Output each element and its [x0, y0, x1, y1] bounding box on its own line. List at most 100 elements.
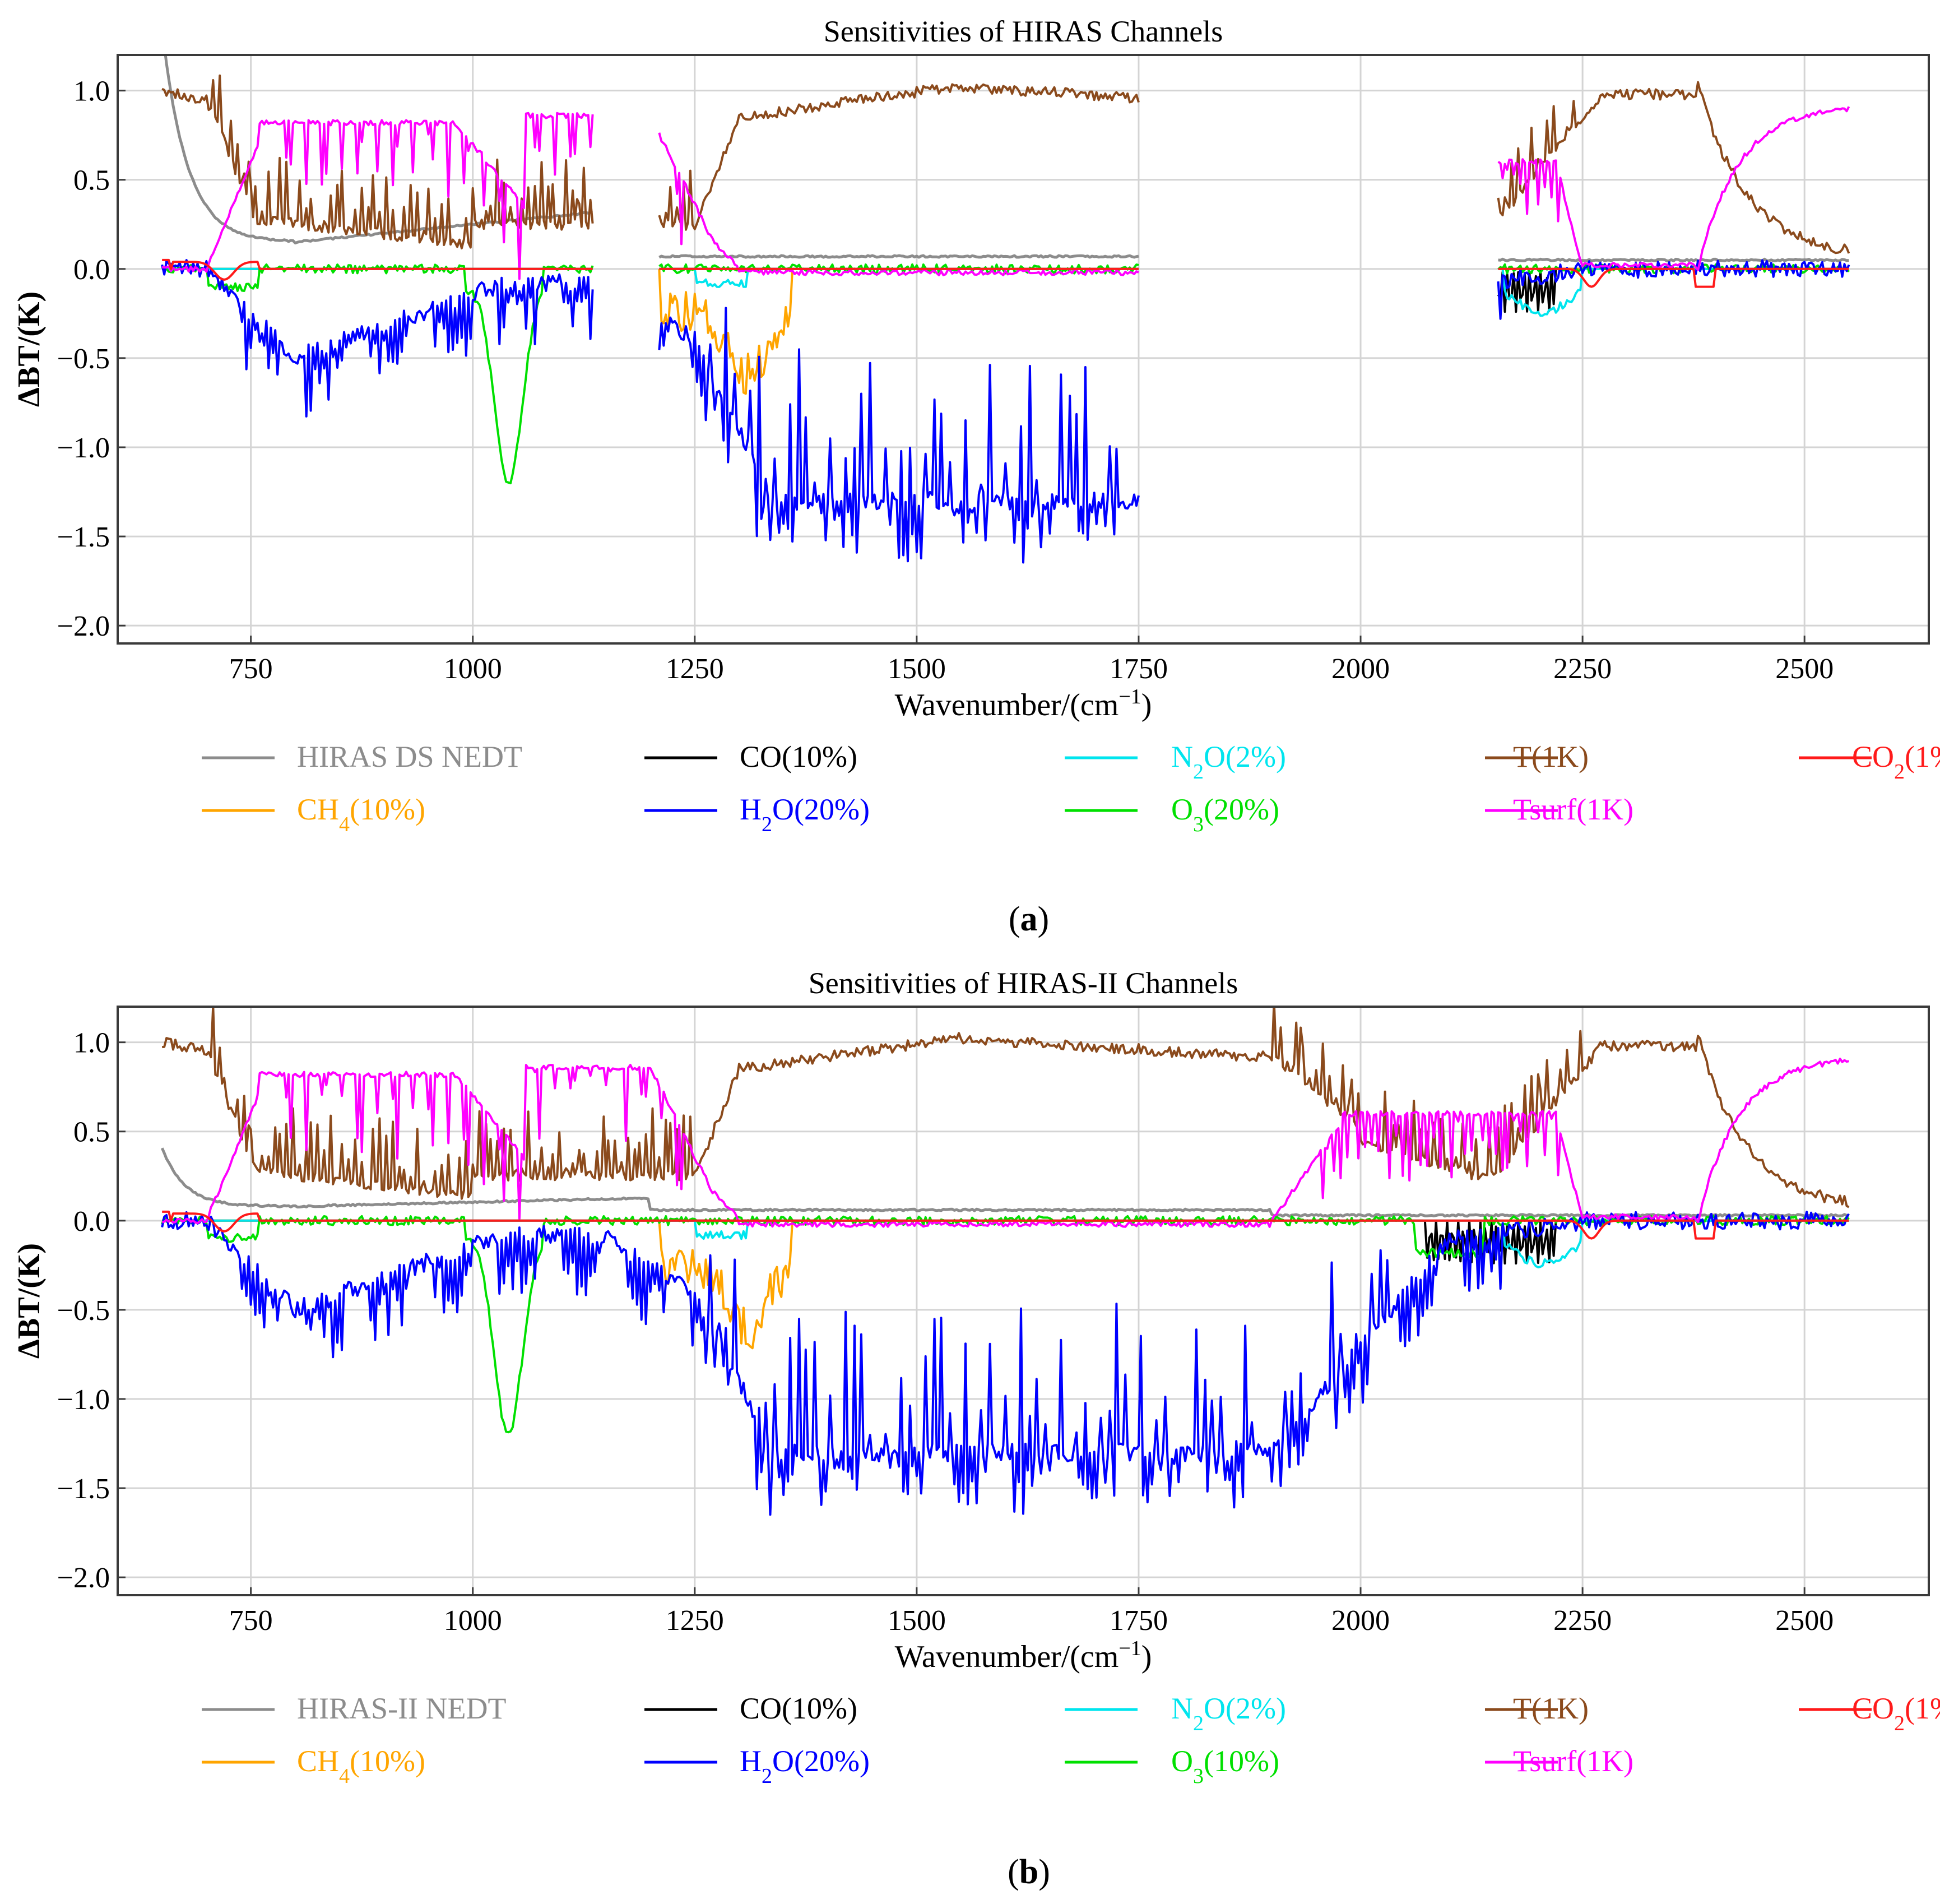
y-axis-label: ΔBT/(K)	[12, 291, 47, 407]
legend-label: CO(10%)	[740, 740, 857, 773]
y-tick-label: 1.0	[73, 76, 110, 108]
legend-label: CO2(1%)	[1852, 740, 1940, 784]
series-t	[658, 83, 1140, 231]
panel-a: Sensitivities of HIRAS Channels 750 1000 12…	[12, 15, 1940, 938]
x-tick-label: 2000	[1331, 1605, 1390, 1637]
legend-item-t: T(1K)	[1485, 1692, 1589, 1725]
y-tick-label: 0.0	[73, 254, 110, 286]
legend-item-o3: O3(10%)	[1065, 1744, 1279, 1788]
plot-area	[161, 55, 1850, 564]
x-tick-label: 2000	[1331, 653, 1390, 685]
series-tsurf	[658, 132, 1139, 276]
series-ch4	[658, 267, 1139, 395]
series-tsurf	[1497, 106, 1850, 271]
y-tick-label: −1.5	[57, 1473, 110, 1505]
series-co2	[162, 1210, 1849, 1240]
legend-label: H2O(20%)	[740, 793, 870, 836]
legend-item-h2o: H2O(20%)	[644, 1744, 870, 1788]
x-tick-label: 2500	[1775, 653, 1834, 685]
x-tick-label: 2250	[1553, 653, 1612, 685]
legend-item-nedt: HIRAS DS NEDT	[202, 740, 522, 773]
legend-label: T(1K)	[1513, 1692, 1589, 1725]
legend-item-tsurf: Tsurf(1K)	[1485, 1744, 1633, 1778]
plot-frame	[117, 54, 1930, 645]
x-tick-label: 1000	[444, 1605, 502, 1637]
legend-item-co2: CO2(1%)	[1799, 740, 1940, 784]
y-tick-label: −0.5	[57, 343, 110, 375]
series-h2o	[161, 1211, 1850, 1516]
chart-title: Sensitivities of HIRAS Channels	[824, 15, 1223, 48]
legend-item-h2o: H2O(20%)	[644, 793, 870, 836]
y-tick-label: −2.0	[57, 1562, 110, 1594]
series-nedt	[164, 55, 593, 245]
panel-label: (b)	[1008, 1853, 1050, 1891]
chart-a: Sensitivities of HIRAS Channels 750 1000 12…	[12, 15, 1940, 938]
legend-item-co: CO(10%)	[644, 740, 857, 773]
legend-item-co2: CO2(1%)	[1799, 1692, 1940, 1735]
series-nedt	[160, 1147, 1850, 1218]
chart-b: Sensitivities of HIRAS-II Channels 750 100…	[12, 966, 1940, 1891]
legend-item-nedt: HIRAS-II NEDT	[202, 1692, 506, 1725]
series-o3	[161, 263, 594, 485]
legend-label: CO2(1%)	[1852, 1692, 1940, 1735]
x-tick-label: 1500	[888, 653, 946, 685]
x-tick-label: 2500	[1775, 1605, 1834, 1637]
y-tick-label: −2.0	[57, 610, 110, 642]
chart-title: Sensitivities of HIRAS-II Channels	[809, 966, 1238, 1000]
legend-item-ch4: CH4(10%)	[202, 1744, 425, 1788]
legend-label: T(1K)	[1513, 740, 1589, 773]
legend-label: Tsurf(1K)	[1513, 1744, 1633, 1778]
legend-item-tsurf: Tsurf(1K)	[1485, 793, 1633, 826]
series-t	[162, 1007, 1850, 1208]
y-tick-label: −1.5	[57, 521, 110, 553]
y-axis-label: ΔBT/(K)	[12, 1243, 47, 1359]
series-co2	[162, 258, 593, 281]
legend-item-o3: O3(20%)	[1065, 793, 1279, 836]
y-tick-label: 0.5	[73, 1117, 110, 1148]
series-n2o	[659, 267, 1139, 288]
x-tick-label: 1000	[444, 653, 502, 685]
x-axis-label: Wavenumber/(cm−1)	[895, 1637, 1152, 1674]
panel-label: (a)	[1009, 900, 1049, 938]
x-tick-label: 1750	[1110, 1605, 1168, 1637]
y-tick-label: −1.0	[57, 1384, 110, 1416]
legend-label: CH4(10%)	[297, 793, 425, 836]
y-tick-label: −0.5	[57, 1295, 110, 1327]
legend-label: HIRAS-II NEDT	[297, 1692, 506, 1725]
series-h2o	[161, 259, 594, 418]
legend-item-n2o: N2O(2%)	[1065, 740, 1286, 784]
series-tsurf	[162, 112, 594, 280]
plot-area	[160, 1007, 1850, 1516]
legend-label: Tsurf(1K)	[1513, 793, 1633, 826]
legend-item-co: CO(10%)	[644, 1692, 857, 1725]
x-tick-label: 1250	[666, 1605, 724, 1637]
x-tick-label: 750	[229, 653, 273, 685]
legend-item-t: T(1K)	[1485, 740, 1589, 773]
series-nedt	[1498, 257, 1849, 262]
x-axis-label: Wavenumber/(cm−1)	[895, 685, 1152, 722]
legend-label: H2O(20%)	[740, 1744, 870, 1788]
legend-item-ch4: CH4(10%)	[202, 793, 425, 836]
legend-item-n2o: N2O(2%)	[1065, 1692, 1286, 1735]
x-tick-label: 1750	[1110, 653, 1168, 685]
y-tick-label: 1.0	[73, 1027, 110, 1059]
y-tick-label: −1.0	[57, 432, 110, 464]
panel-b: Sensitivities of HIRAS-II Channels 750 100…	[0, 952, 1940, 1904]
legend-label: N2O(2%)	[1171, 1692, 1286, 1735]
series-co	[1497, 267, 1849, 313]
series-co2	[1498, 267, 1849, 288]
legend-label: O3(10%)	[1171, 1744, 1279, 1788]
y-tick-label: 0.0	[73, 1206, 110, 1238]
series-ch4	[162, 1219, 1849, 1350]
legend-label: CO(10%)	[740, 1692, 857, 1725]
series-h2o	[658, 307, 1140, 564]
x-tick-label: 750	[229, 1605, 273, 1637]
x-tick-label: 2250	[1553, 1605, 1612, 1637]
y-tick-label: 0.5	[73, 165, 110, 197]
x-tick-label: 1250	[666, 653, 724, 685]
series-tsurf	[161, 1058, 1849, 1228]
legend-label: CH4(10%)	[297, 1744, 425, 1788]
series-t	[1497, 81, 1850, 254]
series-nedt	[658, 254, 1139, 259]
legend-label: O3(20%)	[1171, 793, 1279, 836]
